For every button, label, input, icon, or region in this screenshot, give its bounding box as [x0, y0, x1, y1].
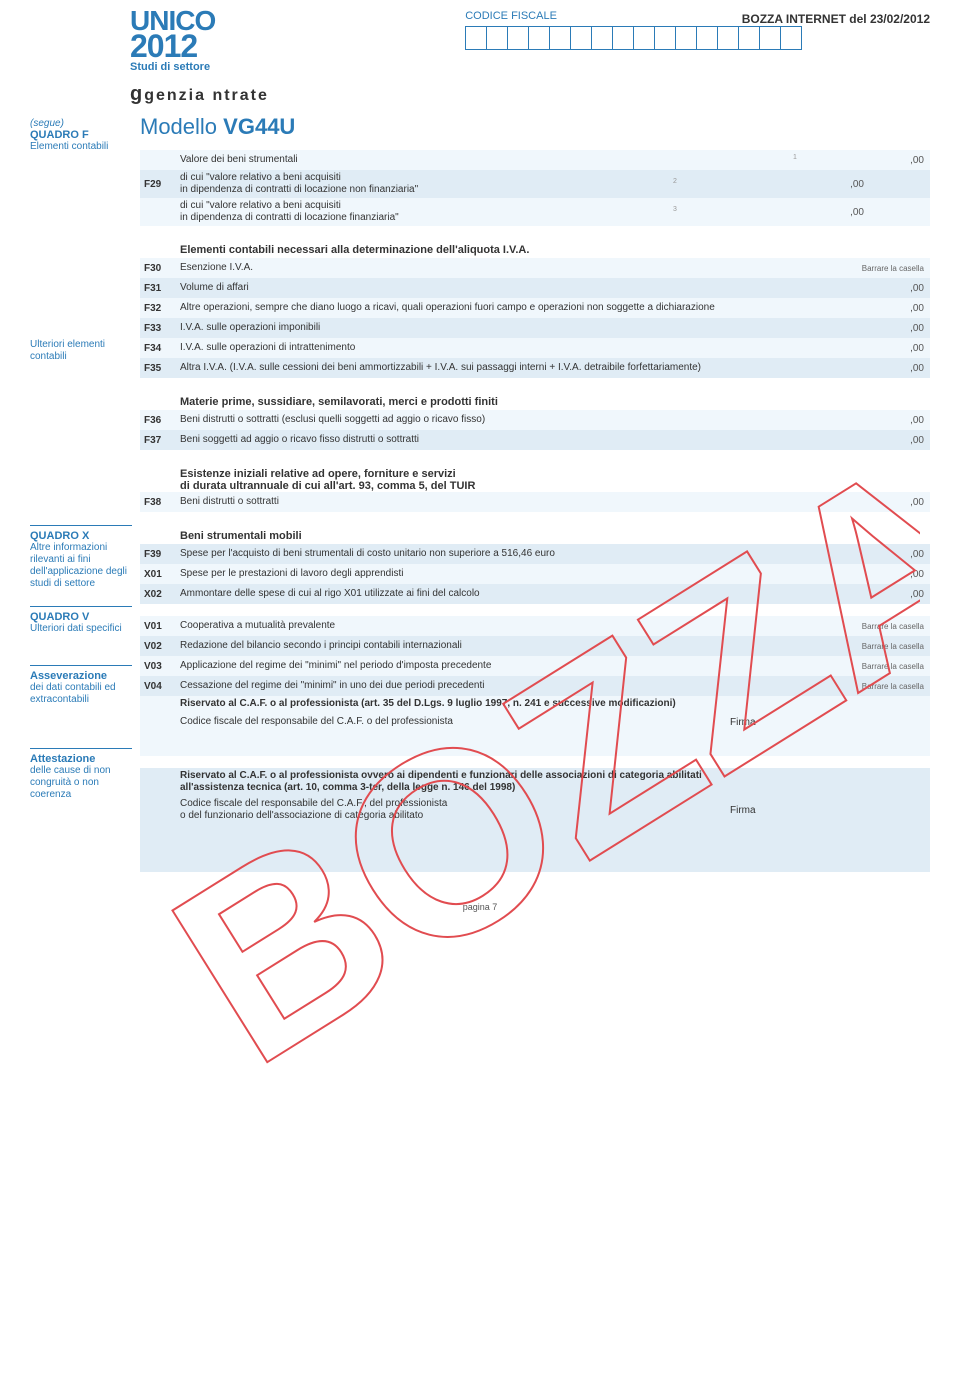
row-f33: F33 I.V.A. sulle operazioni imponibili ,…	[140, 318, 930, 338]
sidebar-quadro-v: QUADRO V Ulteriori dati specifici	[30, 606, 132, 635]
assev-cf-label: Codice fiscale del responsabile del C.A.…	[176, 714, 730, 730]
assev-input-line[interactable]	[140, 732, 930, 756]
assev-riservato: Riservato al C.A.F. o al professionista …	[176, 696, 930, 712]
row-f30: F30 Esenzione I.V.A. Barrare la casella	[140, 258, 930, 278]
row-f34: F34 I.V.A. sulle operazioni di intratten…	[140, 338, 930, 358]
sidebar-ulteriori: Ulteriori elementi contabili	[30, 335, 132, 363]
attest-cf-label: Codice fiscale del responsabile del C.A.…	[176, 796, 730, 824]
row-x02: X02 Ammontare delle spese di cui al rigo…	[140, 584, 930, 604]
row-v04: V04 Cessazione del regime dei "minimi" i…	[140, 676, 930, 696]
sidebar-attestazione: Attestazione delle cause di non congruit…	[30, 748, 132, 801]
materie-heading: Materie prime, sussidiare, semilavorati,…	[140, 390, 930, 410]
attest-firma-label: Firma	[730, 805, 930, 816]
cf-input-boxes[interactable]	[465, 26, 801, 50]
row-f37: F37 Beni soggetti ad aggio o ricavo fiss…	[140, 430, 930, 450]
f29-row1: Valore dei beni strumentali 1 ,00	[140, 150, 930, 170]
logo-block: UNICO 2012 Studi di settore	[130, 10, 215, 73]
f29-row3: di cui "valore relativo a beni acquisiti…	[140, 198, 930, 226]
logo-subtitle: Studi di settore	[130, 61, 215, 73]
f29-row2: F29 di cui "valore relativo a beni acqui…	[140, 170, 930, 198]
esistenze-heading: Esistenze iniziali relative ad opere, fo…	[140, 462, 930, 492]
draft-stamp: BOZZA INTERNET del 23/02/2012	[742, 12, 930, 26]
row-f38: F38 Beni distrutti o sottratti ,00	[140, 492, 930, 512]
row-f39: F39 Spese per l'acquisto di beni strumen…	[140, 544, 930, 564]
assev-firma-label: Firma	[730, 717, 930, 728]
beni-heading: Beni strumentali mobili	[140, 524, 930, 544]
row-v03: V03 Applicazione del regime dei "minimi"…	[140, 656, 930, 676]
logo-year: 2012	[130, 32, 215, 61]
sidebar-quadro-f: (segue) QUADRO F Elementi contabili	[30, 114, 132, 153]
row-v02: V02 Redazione del bilancio secondo i pri…	[140, 636, 930, 656]
attest-input-line2[interactable]	[140, 848, 930, 872]
attest-riservato: Riservato al C.A.F. o al professionista …	[176, 768, 930, 796]
row-x01: X01 Spese per le prestazioni di lavoro d…	[140, 564, 930, 584]
sidebar-asseverazione: Asseverazione dei dati contabili ed extr…	[30, 665, 132, 706]
agency-logo: ggenzia ntrate	[130, 83, 930, 106]
row-f32: F32 Altre operazioni, sempre che diano l…	[140, 298, 930, 318]
page-number: pagina 7	[30, 902, 930, 912]
row-f31: F31 Volume di affari ,00	[140, 278, 930, 298]
sidebar-quadro-x: QUADRO X Altre informazioni rilevanti ai…	[30, 525, 132, 590]
row-f36: F36 Beni distrutti o sottratti (esclusi …	[140, 410, 930, 430]
iva-heading: Elementi contabili necessari alla determ…	[140, 238, 930, 258]
row-v01: V01 Cooperativa a mutualità prevalente B…	[140, 616, 930, 636]
attest-input-line[interactable]	[140, 824, 930, 848]
row-f35: F35 Altra I.V.A. (I.V.A. sulle cessioni …	[140, 358, 930, 378]
modello-title: Modello VG44U	[140, 114, 930, 140]
